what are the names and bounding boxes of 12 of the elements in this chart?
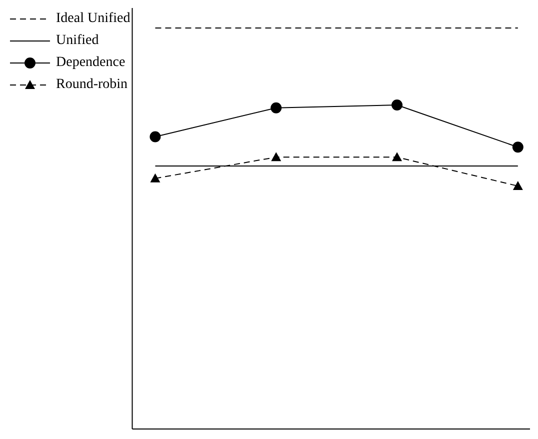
- legend-label: Ideal Unified: [56, 10, 130, 28]
- point: [512, 142, 524, 153]
- point: [392, 152, 402, 162]
- legend-label: Round-robin: [56, 76, 128, 94]
- legend-label: Dependence: [56, 54, 126, 72]
- point: [271, 152, 282, 162]
- point: [512, 181, 523, 190]
- point: [270, 102, 282, 114]
- point: [150, 173, 160, 182]
- legend-label: Unified: [56, 32, 99, 50]
- point: [392, 100, 403, 111]
- point: [150, 131, 161, 142]
